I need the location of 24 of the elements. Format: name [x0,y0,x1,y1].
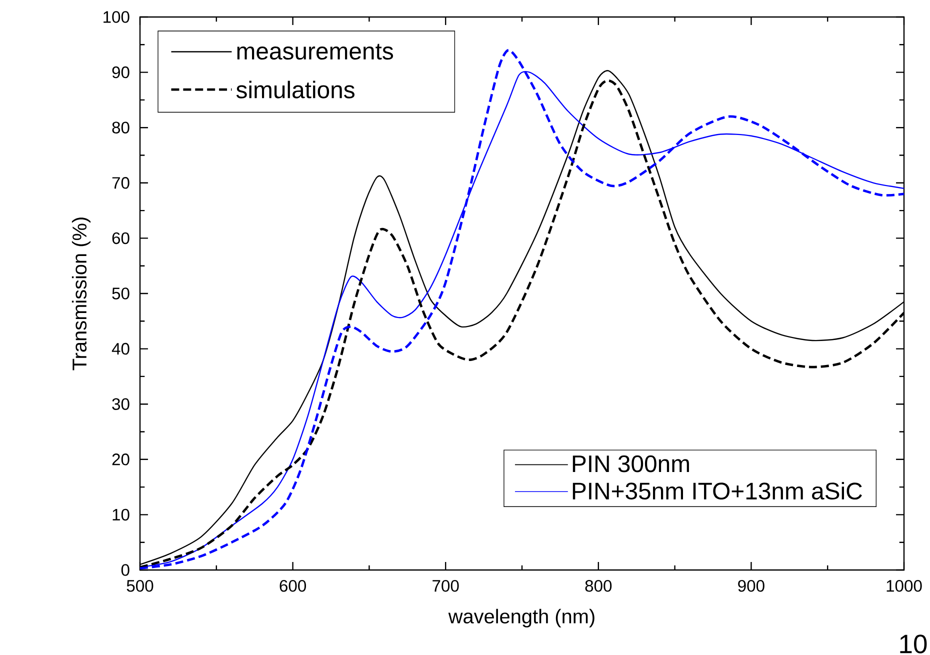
y-tick-label: 30 [112,398,130,410]
legend-label: PIN+35nm ITO+13nm aSiC [572,482,862,500]
y-tick-label: 60 [112,232,130,244]
y-tick-label: 90 [112,66,130,78]
y-tick-label: 70 [112,177,130,189]
y-tick-label: 50 [112,288,130,300]
x-tick-label: 800 [585,580,612,592]
y-tick-label: 100 [104,11,130,23]
annotation: measurements [237,44,394,60]
x-tick-label: 500 [126,580,154,592]
y-tick-label: 10 [112,508,130,521]
y-tick-label: 80 [112,122,130,134]
text: 10 [900,634,927,654]
x-axis-title: wavelength (nm) [448,608,594,628]
y-tick-label: 20 [112,454,130,466]
legend-label: PIN 300nm [572,455,689,472]
y-tick-label: 40 [112,342,130,355]
x-tick-label: 1000 [886,580,922,592]
x-tick-label: 700 [432,580,459,592]
x-tick-label: 900 [738,580,764,592]
x-tick-label: 600 [280,580,306,592]
y-tick-label: 0 [121,564,130,576]
annotation: simulations [236,80,354,98]
y-axis-title: Transmission (%) [72,218,91,370]
